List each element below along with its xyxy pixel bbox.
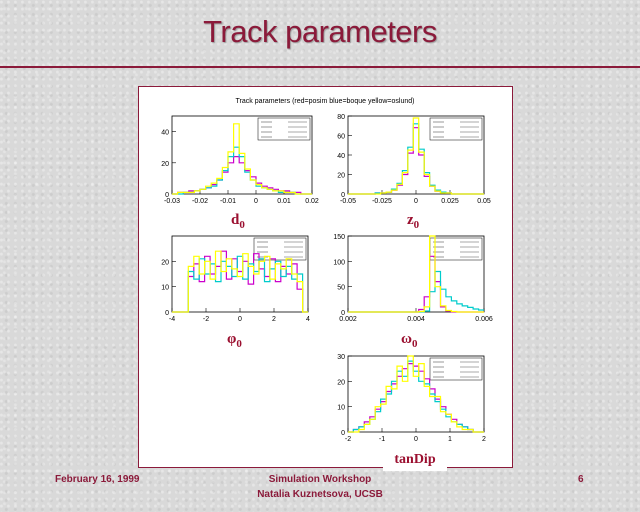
y-tick-label-4-1: 10 — [337, 405, 345, 412]
stats-box-4 — [429, 357, 483, 381]
slide-title: Track parameters — [203, 14, 437, 49]
x-tick-label-2-2: 0 — [238, 316, 242, 323]
footer-date: February 16, 1999 — [55, 474, 140, 485]
x-tick-label-3-2: 0.006 — [475, 316, 493, 323]
figure-title: Track parameters (red=posim blue=boque y… — [236, 98, 415, 105]
x-tick-label-2-4: 4 — [306, 316, 310, 323]
series-z0-2 — [348, 117, 484, 195]
tandip-label: tanDip — [383, 449, 447, 471]
x-tick-label-4-3: 1 — [448, 436, 452, 443]
y-tick-label-0-2: 40 — [161, 130, 169, 137]
x-tick-label-4-1: -1 — [379, 436, 385, 443]
y-tick-label-4-2: 20 — [337, 379, 345, 386]
y-tick-label-2-0: 0 — [165, 310, 169, 317]
footer-event: Simulation Workshop — [268, 474, 372, 485]
x-tick-label-2-1: -2 — [203, 316, 209, 323]
x-tick-label-4-0: -2 — [345, 436, 351, 443]
y-tick-label-0-0: 0 — [165, 192, 169, 199]
stats-box-2 — [253, 237, 307, 261]
x-tick-label-0-5: 0.02 — [305, 198, 319, 205]
x-tick-label-0-1: -0.02 — [192, 198, 208, 205]
phi0-label: φ0 — [227, 331, 242, 350]
x-tick-label-1-1: -0.025 — [372, 198, 392, 205]
x-tick-label-1-2: 0 — [414, 198, 418, 205]
series-tanDip-2 — [348, 355, 484, 433]
x-tick-label-1-4: 0.05 — [477, 198, 491, 205]
x-tick-label-3-0: 0.002 — [339, 316, 357, 323]
footer-author: Natalia Kuznetsova, UCSB — [257, 489, 383, 500]
d0-label: d0 — [231, 212, 245, 231]
y-tick-label-1-0: 0 — [341, 192, 345, 199]
x-tick-label-1-3: 0.025 — [441, 198, 459, 205]
x-tick-label-4-4: 2 — [482, 436, 486, 443]
stats-box-1 — [429, 117, 483, 141]
omega0-label: ω0 — [401, 331, 418, 350]
stats-box-0 — [257, 117, 311, 141]
series-φ0-2 — [172, 250, 308, 313]
y-tick-label-1-1: 20 — [337, 173, 345, 180]
x-tick-label-0-2: -0.01 — [220, 198, 236, 205]
x-tick-label-0-4: 0.01 — [277, 198, 291, 205]
x-tick-label-2-0: -4 — [169, 316, 175, 323]
x-tick-label-2-3: 2 — [272, 316, 276, 323]
y-tick-label-3-3: 150 — [333, 234, 345, 241]
x-tick-label-4-2: 0 — [414, 436, 418, 443]
x-tick-label-0-0: -0.03 — [164, 198, 180, 205]
y-tick-label-4-0: 0 — [341, 430, 345, 437]
z0-label: z0 — [407, 212, 420, 231]
y-tick-label-0-1: 20 — [161, 161, 169, 168]
y-tick-label-3-2: 100 — [333, 259, 345, 266]
x-tick-label-3-1: 0.004 — [407, 316, 425, 323]
x-tick-label-1-0: -0.05 — [340, 198, 356, 205]
y-tick-label-4-3: 30 — [337, 354, 345, 361]
y-tick-label-3-0: 0 — [341, 310, 345, 317]
y-tick-label-1-3: 60 — [337, 134, 345, 141]
y-tick-label-1-2: 40 — [337, 153, 345, 160]
y-tick-label-3-1: 50 — [337, 285, 345, 292]
y-tick-label-2-2: 20 — [161, 259, 169, 266]
title-divider — [0, 66, 640, 68]
series-d0-2 — [172, 123, 312, 195]
y-tick-label-1-4: 80 — [337, 114, 345, 121]
x-tick-label-0-3: 0 — [254, 198, 258, 205]
series-ω0-2 — [348, 235, 484, 313]
footer-page-number: 6 — [578, 474, 584, 485]
y-tick-label-2-1: 10 — [161, 285, 169, 292]
